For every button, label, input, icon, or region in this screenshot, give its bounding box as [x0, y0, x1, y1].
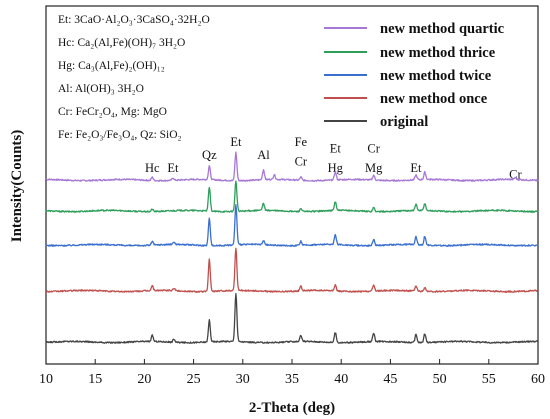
peak-label: Et: [330, 142, 342, 156]
peak-label: Cr: [509, 168, 522, 182]
peak-label: Cr: [295, 155, 308, 169]
legend: new method quartic new method thrice new…: [324, 21, 505, 130]
legend-label: new method once: [380, 91, 488, 107]
legend-label: new method twice: [380, 68, 492, 84]
peak-label: Hc: [145, 161, 160, 175]
x-tick-label: 25: [187, 372, 201, 387]
peak-label: Et: [410, 161, 422, 175]
series-line: [45, 180, 539, 213]
peak-label: Fe: [295, 135, 308, 149]
x-tick-label: 15: [88, 372, 102, 387]
peak-label: Et: [230, 135, 242, 149]
peak-label: Cr: [367, 142, 380, 156]
x-tick-label: 45: [383, 372, 397, 387]
series-line: [45, 247, 539, 293]
peak-label: Hg: [328, 161, 344, 175]
x-axis-title: 2-Theta (deg): [249, 400, 335, 416]
phase-key-item: Hc: Ca₂(Al,Fe)(OH)₇ 3H₂O: [58, 37, 185, 49]
series-line: [45, 151, 539, 182]
phase-key-item: Et: 3CaO·Al₂O₃·3CaSO₄·32H₂O: [58, 14, 210, 26]
peak-label: Qz: [202, 148, 217, 162]
series-layer: [45, 151, 539, 344]
phase-key: Et: 3CaO·Al₂O₃·3CaSO₄·32H₂O Hc: Ca₂(Al,F…: [58, 14, 210, 141]
phase-key-item: Fe: Fe₂O₃/Fe₃O₄, Qz: SiO₂: [58, 129, 182, 141]
x-tick-label: 30: [236, 372, 250, 387]
peak-label: Et: [167, 161, 179, 175]
x-axis-ticks: 10 15 20 25 30 35 40 45 50 55 60: [39, 359, 545, 387]
peak-label: Al: [257, 148, 270, 162]
series-line: [45, 204, 539, 247]
series-line: [45, 293, 539, 344]
phase-key-item: Cr: FeCr₂O₄, Mg: MgO: [58, 106, 167, 118]
x-tick-label: 55: [482, 372, 496, 387]
peak-labels: Hc Et Qz Et Al Fe Cr Et Hg Cr Mg Et Cr: [145, 135, 522, 182]
peak-label: Mg: [365, 161, 383, 175]
x-tick-label: 50: [433, 372, 447, 387]
x-tick-label: 35: [285, 372, 299, 387]
x-tick-label: 60: [531, 372, 545, 387]
y-axis-title: Intensity(Counts): [9, 130, 25, 243]
phase-key-item: Hg: Ca₃(Al,Fe)₂(OH)₁₂: [58, 60, 165, 72]
x-tick-label: 10: [39, 372, 53, 387]
legend-label: original: [380, 114, 428, 130]
legend-label: new method thrice: [380, 45, 496, 61]
x-tick-label: 40: [334, 372, 348, 387]
phase-key-item: Al: Al(OH)₃ 3H₂O: [58, 83, 144, 95]
legend-label: new method quartic: [380, 21, 505, 37]
x-tick-label: 20: [137, 372, 151, 387]
